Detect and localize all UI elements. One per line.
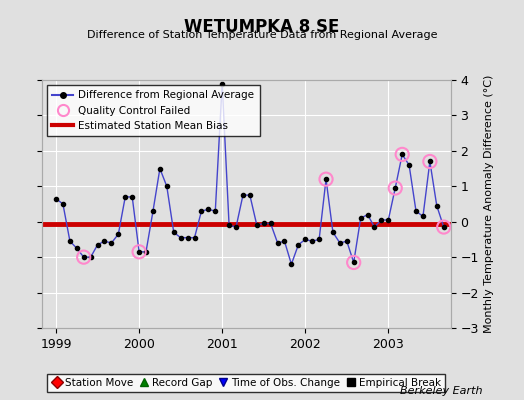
Point	[391, 185, 399, 191]
Legend: Station Move, Record Gap, Time of Obs. Change, Empirical Break: Station Move, Record Gap, Time of Obs. C…	[47, 374, 445, 392]
Point	[135, 249, 143, 255]
Point	[80, 254, 88, 260]
Point	[322, 176, 330, 182]
Text: WETUMPKA 8 SE: WETUMPKA 8 SE	[184, 18, 340, 36]
Point	[398, 151, 407, 158]
Y-axis label: Monthly Temperature Anomaly Difference (°C): Monthly Temperature Anomaly Difference (…	[484, 75, 494, 333]
Text: Berkeley Earth: Berkeley Earth	[400, 386, 482, 396]
Point	[350, 259, 358, 266]
Point	[425, 158, 434, 165]
Text: Difference of Station Temperature Data from Regional Average: Difference of Station Temperature Data f…	[87, 30, 437, 40]
Point	[440, 224, 448, 230]
